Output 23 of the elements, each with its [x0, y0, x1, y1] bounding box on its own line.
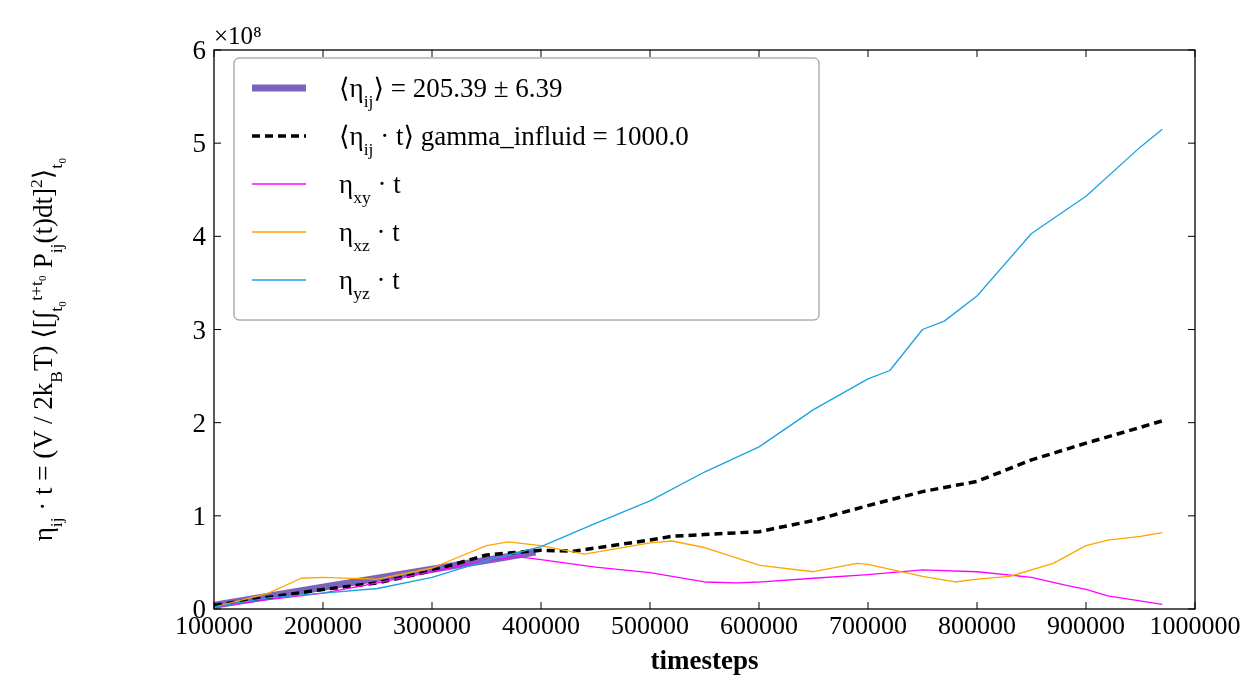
x-tick-label: 600000: [720, 611, 798, 640]
x-tick-label: 300000: [393, 611, 471, 640]
y-tick-label: 5: [192, 128, 206, 159]
x-axis-title: timesteps: [650, 645, 759, 675]
x-tick-label: 700000: [829, 611, 907, 640]
line-series: [214, 419, 1165, 608]
legend-label: η$_{yz}$ · t: [339, 265, 401, 303]
x-tick-label: 1000000: [1149, 611, 1241, 640]
y-tick-label: 1: [192, 500, 206, 531]
y-tick-label: 6: [192, 35, 206, 65]
y-tick-label: 2: [192, 407, 206, 438]
legend-label: η$_{xz}$ · t: [339, 217, 401, 255]
legend-label: ⟨η$_{ij}$⟩ = 205.39 ± 6.39: [339, 73, 563, 111]
x-tick-label: 500000: [611, 611, 689, 640]
y-tick-label: 3: [192, 314, 206, 345]
legend-label: ⟨η$_{ij}$ · t⟩ gamma_influid = 1000.0: [339, 121, 689, 159]
x-tick-label: 400000: [502, 611, 580, 640]
x-tick-label: 800000: [938, 611, 1016, 640]
y-tick-label: 4: [192, 221, 207, 252]
x-tick-label: 900000: [1047, 611, 1125, 640]
x-tick-label: 200000: [284, 611, 362, 640]
legend-label: η$_{xy}$ · t: [339, 169, 402, 207]
text: ×10⁸: [214, 22, 262, 49]
